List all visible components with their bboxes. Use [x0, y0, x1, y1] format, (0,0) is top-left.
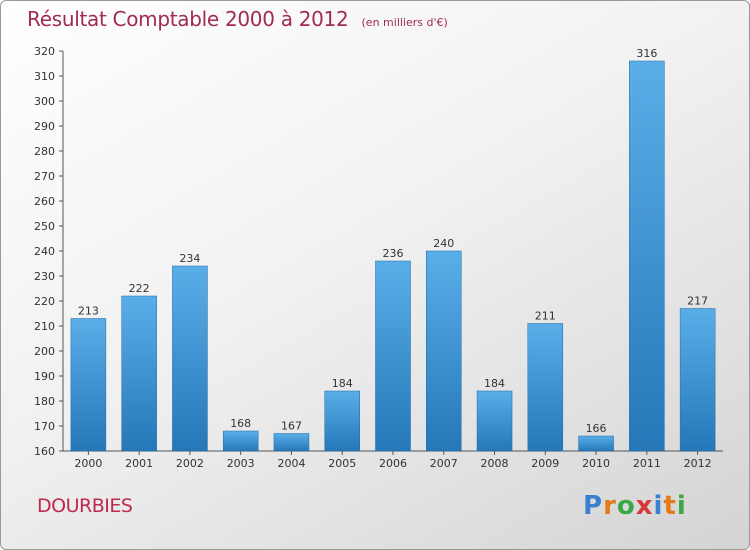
y-tick-label: 200 [34, 345, 55, 358]
chart-subtitle: (en milliers d'€) [361, 16, 448, 29]
x-tick-label: 2007 [430, 457, 458, 470]
bar-value-label: 222 [129, 282, 150, 295]
bar-value-label: 184 [484, 377, 505, 390]
commune-name: DOURBIES [37, 495, 133, 517]
logo-letter: P [583, 491, 604, 521]
x-tick-label: 2004 [277, 457, 305, 470]
y-tick-label: 290 [34, 120, 55, 133]
bar-2005 [324, 390, 360, 452]
logo-letter: t [663, 491, 677, 521]
bar-2009 [527, 323, 564, 452]
bar-2002 [172, 265, 208, 452]
title-line: Résultat Comptable 2000 à 2012 (en milli… [27, 7, 448, 31]
proxiti-logo: Proxiti [583, 491, 687, 521]
bar-2012 [679, 308, 716, 452]
bar-2004 [273, 433, 310, 452]
x-tick-label: 2011 [633, 457, 661, 470]
bar-value-label: 166 [586, 422, 607, 435]
x-tick-label: 2012 [684, 457, 712, 470]
bar-2000 [70, 318, 107, 452]
bar-value-label: 167 [281, 420, 302, 433]
bar-value-label: 213 [78, 305, 99, 318]
y-tick-label: 180 [34, 395, 55, 408]
logo-letter: r [603, 491, 617, 521]
bar-value-label: 217 [687, 295, 708, 308]
x-tick-label: 2001 [125, 457, 153, 470]
bar-2007 [426, 250, 462, 452]
x-tick-label: 2008 [481, 457, 509, 470]
bar-2003 [222, 430, 259, 452]
bar-2006 [375, 260, 411, 452]
bar-value-label: 168 [230, 417, 251, 430]
x-tick-label: 2000 [74, 457, 102, 470]
bar-2001 [121, 295, 157, 452]
logo-letter: i [676, 491, 687, 521]
y-tick-label: 310 [34, 70, 55, 83]
bar-2008 [476, 390, 513, 452]
x-tick-label: 2010 [582, 457, 610, 470]
y-tick-label: 260 [34, 195, 55, 208]
x-tick-label: 2002 [176, 457, 204, 470]
bar-value-label: 316 [636, 47, 657, 60]
y-tick-label: 270 [34, 170, 55, 183]
y-tick-label: 220 [34, 295, 55, 308]
y-tick-label: 210 [34, 320, 55, 333]
bar-value-label: 184 [332, 377, 353, 390]
bar-2010 [578, 435, 614, 452]
y-tick-label: 300 [34, 95, 55, 108]
y-tick-label: 170 [34, 420, 55, 433]
y-tick-label: 190 [34, 370, 55, 383]
chart-title: Résultat Comptable 2000 à 2012 [27, 7, 349, 31]
y-tick-label: 240 [34, 245, 55, 258]
logo-letter: x [635, 491, 654, 521]
y-tick-label: 280 [34, 145, 55, 158]
x-tick-label: 2006 [379, 457, 407, 470]
y-tick-label: 160 [34, 445, 55, 458]
bar-value-label: 240 [433, 237, 454, 250]
bar-value-label: 211 [535, 310, 556, 323]
logo-letter: o [616, 491, 636, 521]
bar-2011 [629, 60, 665, 452]
bar-value-label: 234 [179, 252, 200, 265]
x-tick-label: 2009 [531, 457, 559, 470]
x-tick-label: 2003 [227, 457, 255, 470]
bar-value-label: 236 [383, 247, 404, 260]
y-tick-label: 250 [34, 220, 55, 233]
logo-letter: i [653, 491, 664, 521]
y-tick-label: 230 [34, 270, 55, 283]
y-tick-label: 320 [34, 45, 55, 58]
x-tick-label: 2005 [328, 457, 356, 470]
